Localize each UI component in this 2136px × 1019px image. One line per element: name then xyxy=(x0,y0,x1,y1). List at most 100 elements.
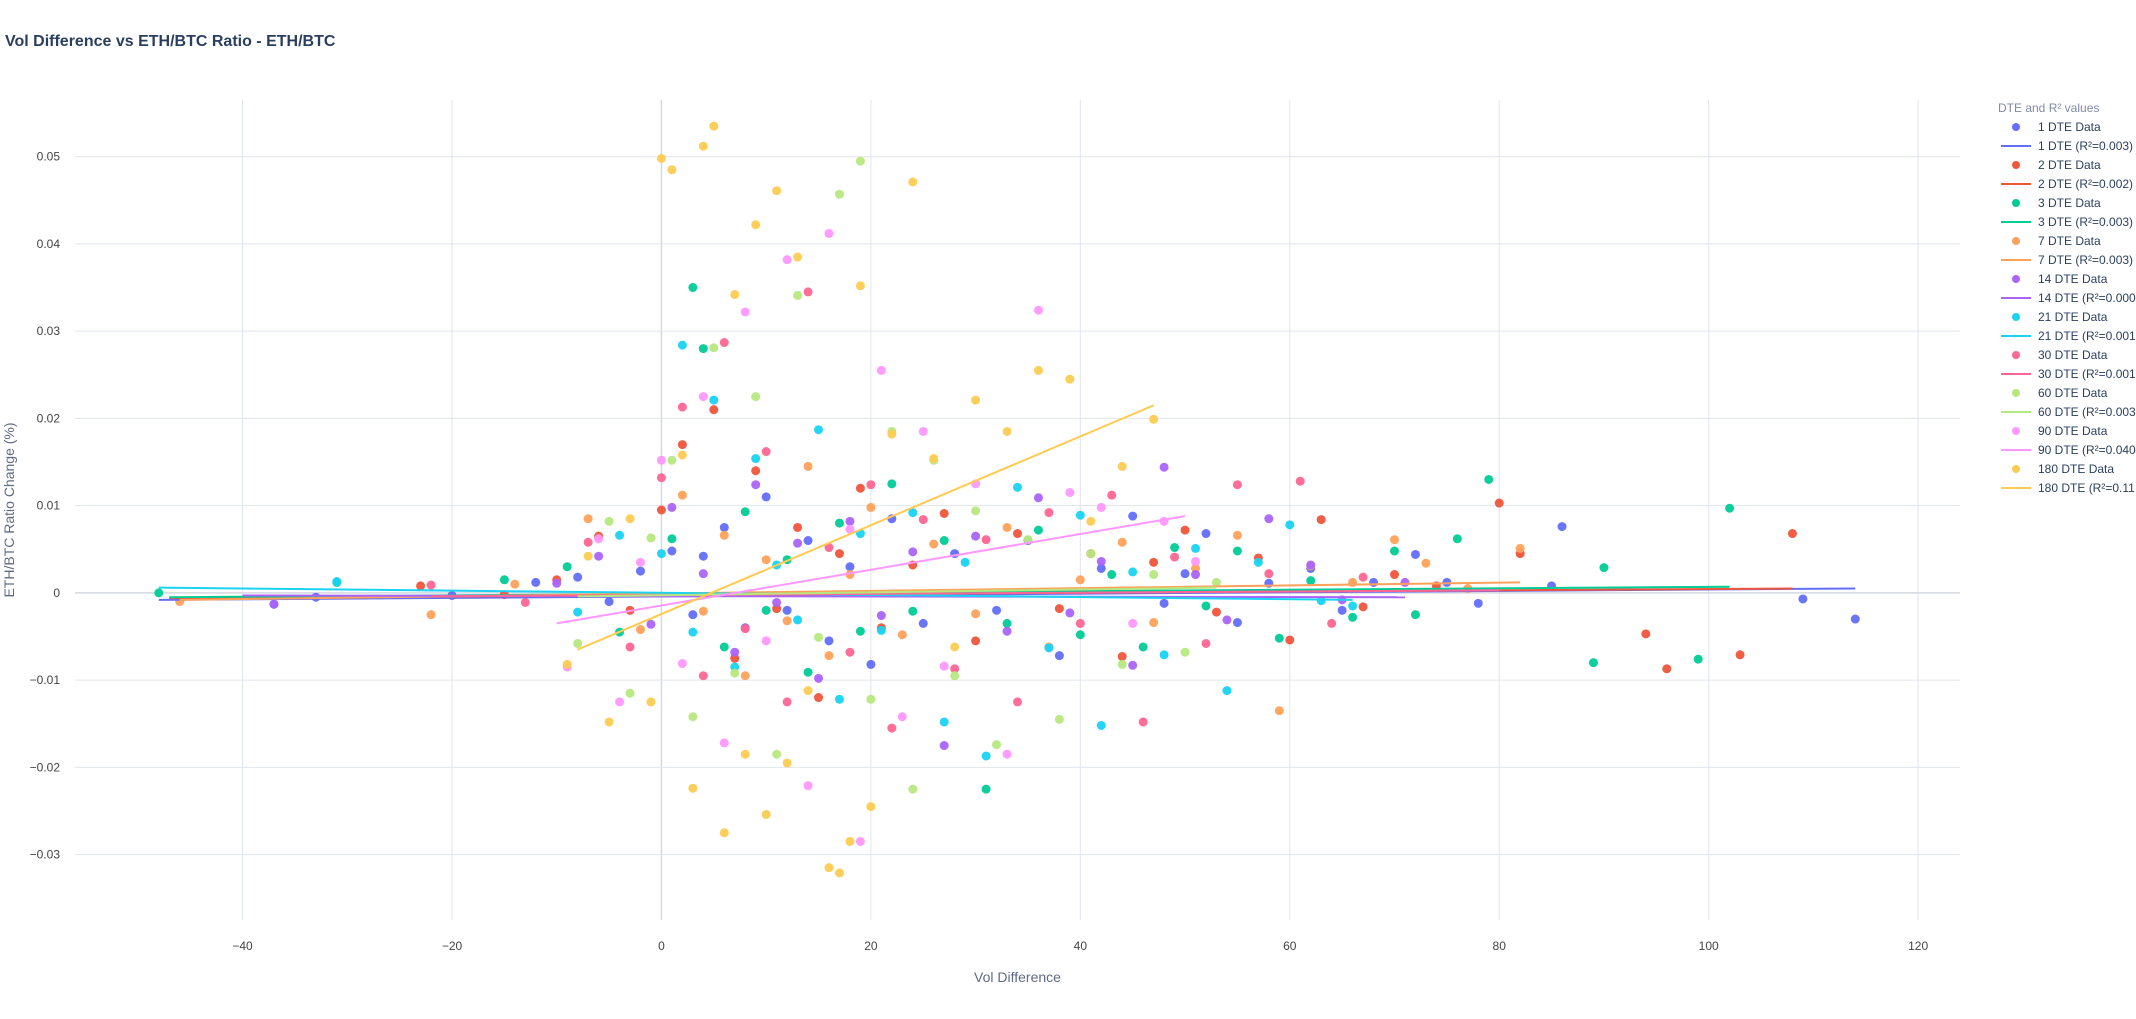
data-point-90dte[interactable] xyxy=(1002,749,1012,759)
data-point-14dte[interactable] xyxy=(1128,660,1138,670)
data-point-14dte[interactable] xyxy=(1065,608,1075,618)
data-point-60dte[interactable] xyxy=(971,506,981,516)
data-point-1dte[interactable] xyxy=(1473,598,1483,608)
data-point-1dte[interactable] xyxy=(866,659,876,669)
data-point-180dte[interactable] xyxy=(730,290,740,300)
data-point-1dte[interactable] xyxy=(782,605,792,615)
data-point-3dte[interactable] xyxy=(1075,630,1085,640)
legend-item-label[interactable]: 1 DTE Data xyxy=(2038,120,2101,134)
data-point-2dte[interactable] xyxy=(939,508,949,518)
data-point-7dte[interactable] xyxy=(1075,575,1085,585)
data-point-1dte[interactable] xyxy=(845,562,855,572)
data-point-30dte[interactable] xyxy=(887,723,897,733)
data-point-180dte[interactable] xyxy=(677,450,687,460)
data-point-21dte[interactable] xyxy=(1013,482,1022,492)
data-point-2dte[interactable] xyxy=(1285,635,1295,645)
data-point-7dte[interactable] xyxy=(803,461,813,471)
data-point-2dte[interactable] xyxy=(656,505,666,515)
data-point-1dte[interactable] xyxy=(761,492,771,502)
data-point-60dte[interactable] xyxy=(866,694,876,704)
data-point-7dte[interactable] xyxy=(971,609,981,619)
legend-item-label[interactable]: 90 DTE (R²=0.040 xyxy=(2038,443,2136,457)
data-point-21dte[interactable] xyxy=(709,395,719,405)
data-point-1dte[interactable] xyxy=(719,522,729,532)
data-point-2dte[interactable] xyxy=(1735,650,1745,660)
data-point-60dte[interactable] xyxy=(709,343,719,353)
data-point-21dte[interactable] xyxy=(1316,596,1326,606)
legend-item-label[interactable]: 180 DTE (R²=0.11 xyxy=(2038,481,2135,495)
data-point-14dte[interactable] xyxy=(269,599,279,609)
legend-item-label[interactable]: 3 DTE Data xyxy=(2038,196,2101,210)
data-point-7dte[interactable] xyxy=(929,539,939,549)
data-point-90dte[interactable] xyxy=(782,255,792,265)
data-point-90dte[interactable] xyxy=(1191,556,1201,566)
data-point-2dte[interactable] xyxy=(709,405,719,415)
data-point-7dte[interactable] xyxy=(740,671,750,681)
data-point-180dte[interactable] xyxy=(709,121,719,131)
data-point-7dte[interactable] xyxy=(1274,706,1284,716)
data-point-180dte[interactable] xyxy=(667,165,677,175)
data-point-3dte[interactable] xyxy=(1170,543,1180,553)
data-point-7dte[interactable] xyxy=(583,514,593,524)
data-point-7dte[interactable] xyxy=(1390,535,1399,545)
data-point-180dte[interactable] xyxy=(855,281,865,291)
data-point-21dte[interactable] xyxy=(615,530,625,540)
data-point-180dte[interactable] xyxy=(751,220,761,230)
data-point-14dte[interactable] xyxy=(814,673,824,683)
data-point-1dte[interactable] xyxy=(531,577,541,587)
data-point-180dte[interactable] xyxy=(950,642,960,652)
data-point-180dte[interactable] xyxy=(1002,426,1012,436)
data-point-30dte[interactable] xyxy=(845,647,855,657)
data-point-14dte[interactable] xyxy=(698,569,708,579)
data-point-60dte[interactable] xyxy=(908,784,918,794)
data-point-180dte[interactable] xyxy=(719,828,729,838)
data-point-7dte[interactable] xyxy=(1421,558,1431,568)
data-point-21dte[interactable] xyxy=(1075,510,1085,520)
data-point-3dte[interactable] xyxy=(1452,534,1462,544)
data-point-180dte[interactable] xyxy=(887,429,897,439)
data-point-7dte[interactable] xyxy=(1515,543,1525,553)
data-point-30dte[interactable] xyxy=(824,543,834,553)
data-point-3dte[interactable] xyxy=(1002,618,1012,628)
data-point-21dte[interactable] xyxy=(751,454,761,464)
data-point-180dte[interactable] xyxy=(845,836,855,846)
data-point-1dte[interactable] xyxy=(1128,511,1138,521)
data-point-14dte[interactable] xyxy=(1306,560,1316,570)
data-point-2dte[interactable] xyxy=(1054,604,1064,614)
data-point-7dte[interactable] xyxy=(677,490,687,500)
data-point-3dte[interactable] xyxy=(1138,642,1148,652)
data-point-2dte[interactable] xyxy=(971,636,981,646)
data-point-90dte[interactable] xyxy=(594,534,604,544)
data-point-90dte[interactable] xyxy=(677,659,687,669)
data-point-30dte[interactable] xyxy=(761,447,771,457)
data-point-7dte[interactable] xyxy=(1149,618,1159,628)
data-point-180dte[interactable] xyxy=(772,186,782,196)
data-point-2dte[interactable] xyxy=(677,440,687,450)
legend-item-label[interactable]: 60 DTE Data xyxy=(2038,386,2108,400)
data-point-7dte[interactable] xyxy=(761,555,771,565)
data-point-21dte[interactable] xyxy=(1348,601,1358,611)
legend-item-label[interactable]: 14 DTE (R²=0.000 xyxy=(2038,291,2136,305)
data-point-14dte[interactable] xyxy=(667,502,677,512)
legend-item-label[interactable]: 30 DTE Data xyxy=(2038,348,2108,362)
data-point-1dte[interactable] xyxy=(1410,549,1420,559)
data-point-60dte[interactable] xyxy=(814,632,824,642)
data-point-180dte[interactable] xyxy=(656,153,666,163)
data-point-180dte[interactable] xyxy=(1065,374,1075,384)
data-point-2dte[interactable] xyxy=(1390,570,1399,580)
data-point-21dte[interactable] xyxy=(688,627,698,637)
data-point-180dte[interactable] xyxy=(866,802,876,812)
fit-line-60dte[interactable] xyxy=(577,586,1217,598)
legend-item-label[interactable]: 7 DTE (R²=0.003) xyxy=(2038,253,2133,267)
data-point-180dte[interactable] xyxy=(562,659,572,669)
data-point-7dte[interactable] xyxy=(824,651,834,661)
data-point-2dte[interactable] xyxy=(1013,529,1022,539)
data-point-3dte[interactable] xyxy=(499,575,509,585)
data-point-60dte[interactable] xyxy=(751,392,761,402)
data-point-14dte[interactable] xyxy=(552,578,562,588)
data-point-21dte[interactable] xyxy=(1159,650,1169,660)
data-point-14dte[interactable] xyxy=(772,597,782,607)
data-point-3dte[interactable] xyxy=(939,536,949,546)
data-point-14dte[interactable] xyxy=(1002,626,1012,636)
data-point-30dte[interactable] xyxy=(520,597,530,607)
